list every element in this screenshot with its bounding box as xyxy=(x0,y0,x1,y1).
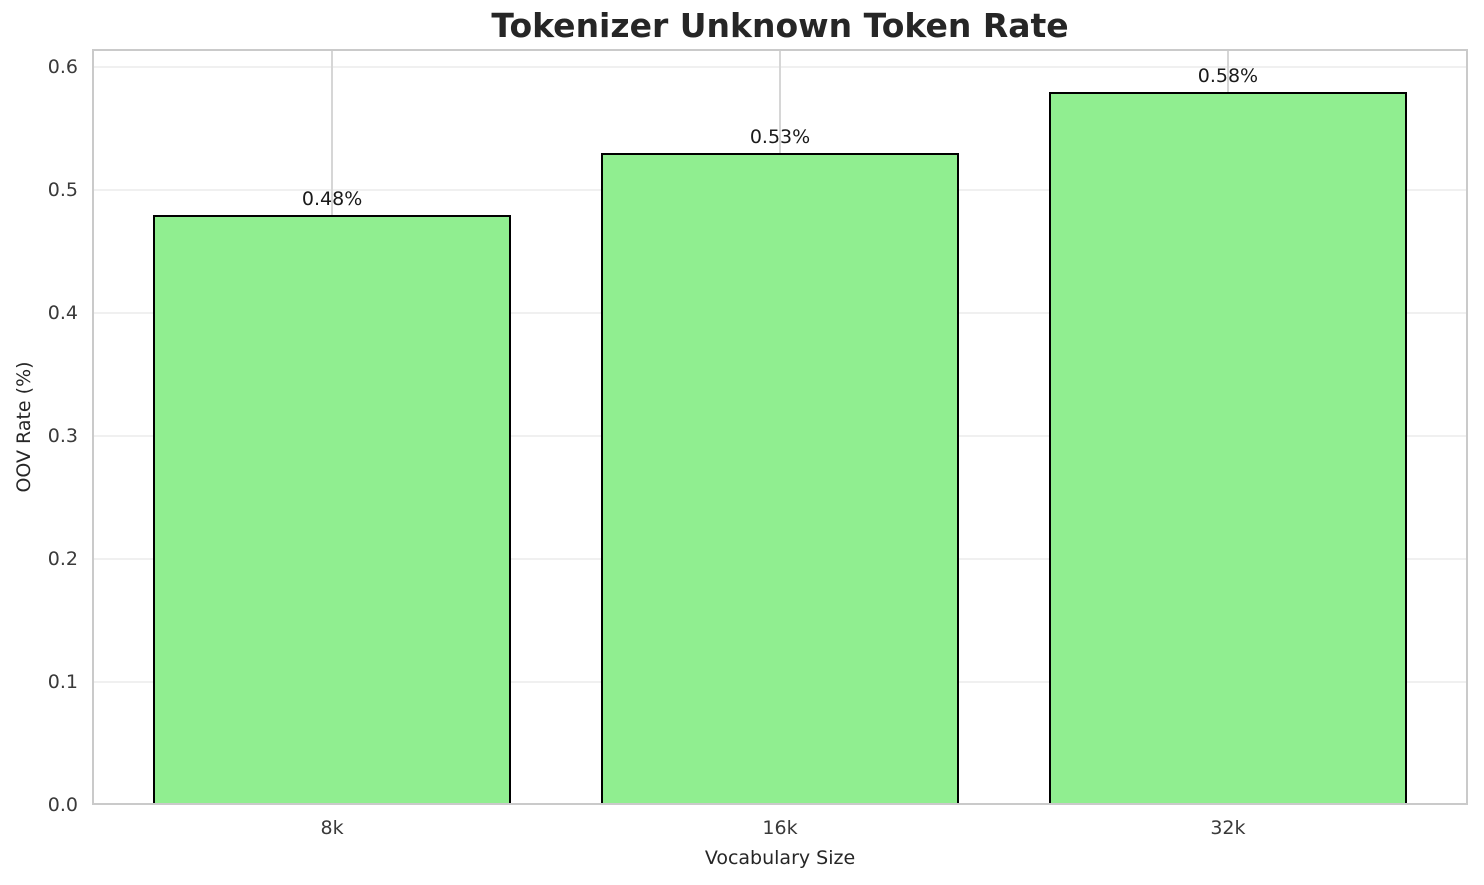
x-axis-title: Vocabulary Size xyxy=(704,847,856,869)
y-tick-label: 0.3 xyxy=(47,425,78,448)
y-tick-label: 0.6 xyxy=(47,56,78,79)
bar xyxy=(1048,92,1408,805)
y-tick-label: 0.5 xyxy=(47,179,78,202)
y-tick-label: 0.4 xyxy=(47,302,78,325)
chart-title: Tokenizer Unknown Token Rate xyxy=(491,6,1069,45)
bar-value-label: 0.53% xyxy=(749,126,811,149)
bar-value-label: 0.58% xyxy=(1197,65,1259,88)
bar-value-label: 0.48% xyxy=(301,187,363,210)
bar xyxy=(600,153,960,805)
x-tick-label: 32k xyxy=(1210,817,1246,839)
x-tick-label: 16k xyxy=(762,817,798,839)
bar xyxy=(152,214,512,805)
y-tick-label: 0.0 xyxy=(47,794,78,816)
x-tick-label: 8k xyxy=(320,817,344,839)
y-tick-label: 0.1 xyxy=(47,671,78,694)
y-tick-label: 0.2 xyxy=(47,548,78,571)
